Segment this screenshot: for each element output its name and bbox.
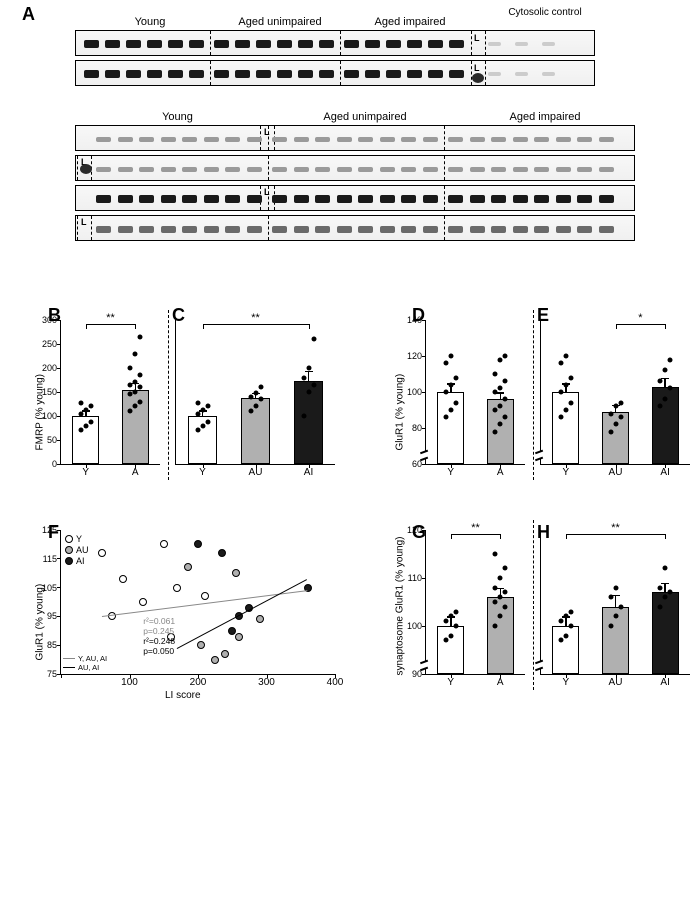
y-title-gh: synaptosome GluR1 (% young) — [395, 526, 406, 676]
mw-label: 37kDa — [75, 224, 76, 235]
mw-label: 95kDa — [75, 69, 76, 80]
protein-label: GluR1 — [634, 134, 635, 145]
blot-glur1: 106kDa GluR1 L — [75, 125, 635, 151]
protein-label: β-actin — [634, 194, 635, 205]
legend-f: YAUAI — [65, 534, 89, 567]
group-label-au: Aged unimpaired — [215, 16, 345, 28]
blot-glur1-synapto: 106kDa GluR1_synapto L — [75, 30, 595, 56]
protein-label: FMRP — [634, 164, 635, 175]
chart-h: YAUAI** — [540, 530, 690, 675]
group-label-ai: Aged impaired — [345, 16, 475, 28]
panel-a-letter: A — [22, 4, 35, 25]
blot-psd95: 95kDa PSD95 L — [75, 60, 595, 86]
group-label-young: Young — [85, 16, 215, 28]
x-title-f: LI score — [165, 690, 201, 701]
chart-e: YAUAI* — [540, 320, 690, 465]
blot-set-1: Young Aged unimpaired Aged impaired Cyto… — [75, 30, 595, 90]
divider-gh — [533, 520, 534, 690]
protein-label: PSD95 — [594, 69, 595, 80]
protein-label: GAPDH — [634, 224, 635, 235]
blot-set-2: Young Aged unimpaired Aged impaired 106k… — [75, 125, 635, 245]
chart-d: 6080100120140YA — [425, 320, 525, 465]
chart-c: YAUAI** — [175, 320, 335, 465]
protein-label: GluR1_synapto — [594, 39, 595, 50]
blot-bactin: 45kDa β-actin L — [75, 185, 635, 211]
group-label-cyto: Cytosolic control — [495, 8, 595, 18]
group-label-ai-2: Aged impaired — [460, 111, 630, 123]
divider-bc — [168, 310, 169, 480]
mw-label: 106kDa — [75, 39, 76, 50]
group-label-au-2: Aged unimpaired — [280, 111, 450, 123]
group-label-young-2: Young — [95, 111, 260, 123]
blot-fmrp: 80kDa FMRP L — [75, 155, 635, 181]
mw-label: 45kDa — [75, 194, 76, 205]
chart-b: 050100150200250300YA** — [60, 320, 160, 465]
mw-label: 80kDa — [75, 164, 76, 175]
divider-de — [533, 310, 534, 480]
y-title-de: GluR1 (% young) — [395, 331, 406, 451]
chart-f: 758595105115125100200300400YAUAIr²=0.061… — [60, 530, 335, 675]
blot-gapdh: 37kDa GAPDH L — [75, 215, 635, 241]
chart-g: 90100110120YA** — [425, 530, 525, 675]
mw-label: 106kDa — [75, 134, 76, 145]
